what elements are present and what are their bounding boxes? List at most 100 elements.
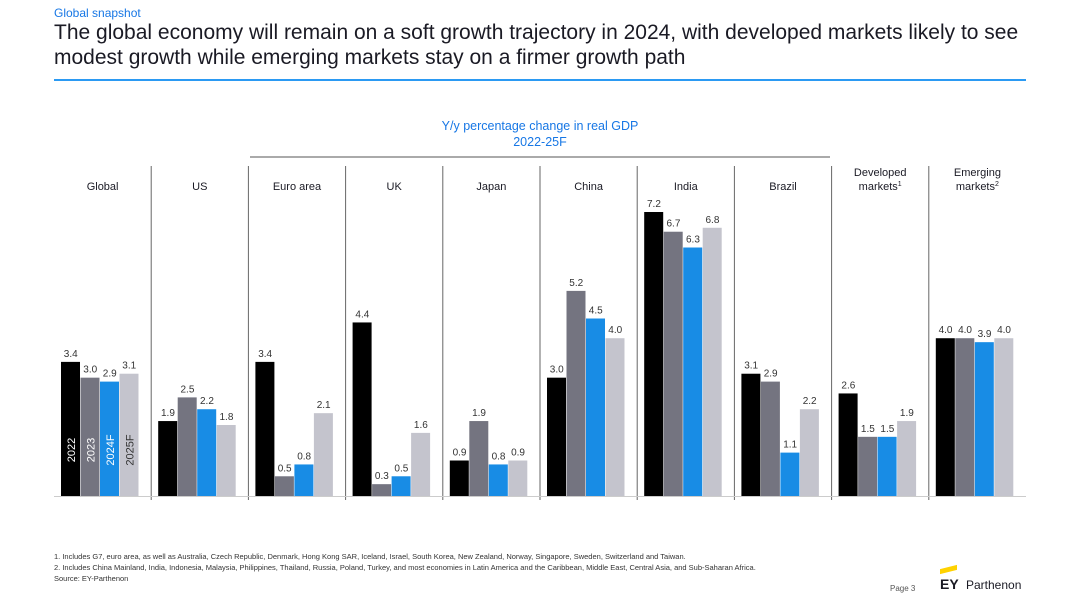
footnote-marker: 2: [995, 181, 999, 188]
bar: [994, 338, 1014, 496]
data-label: 0.8: [492, 451, 506, 462]
footnote-2: 2. Includes China Mainland, India, Indon…: [54, 563, 756, 572]
bar: [547, 377, 566, 496]
bar: [566, 290, 586, 496]
data-label: 3.0: [550, 365, 564, 376]
data-label: 6.3: [686, 235, 700, 246]
data-label: 1.6: [414, 420, 428, 431]
footnote-marker: 1: [898, 181, 902, 188]
group-label: Global: [87, 181, 119, 193]
data-label: 3.9: [978, 329, 992, 340]
group-label: Japan: [476, 181, 506, 193]
data-label: 2.2: [200, 396, 214, 407]
bar: [858, 436, 878, 496]
bar: [605, 338, 625, 496]
bar: [197, 409, 217, 496]
bar: [80, 377, 100, 496]
bar: [935, 338, 955, 496]
data-label: 1.5: [861, 424, 875, 435]
bar: [780, 452, 800, 496]
data-label: 1.1: [783, 440, 797, 451]
group-label: Developed: [854, 167, 907, 179]
bar: [255, 361, 275, 496]
footnote-1: 1. Includes G7, euro area, as well as Au…: [54, 552, 686, 561]
chart-subtitle: 2022-25F: [513, 135, 567, 149]
bar: [508, 460, 528, 496]
bar: [274, 476, 294, 496]
data-label: 2.9: [103, 369, 117, 380]
chart-title: Y/y percentage change in real GDP: [442, 119, 639, 133]
data-label: 0.8: [297, 451, 311, 462]
bar: [877, 436, 897, 496]
bar: [683, 247, 703, 496]
ey-logo-mark-icon: [940, 564, 957, 575]
series-label: 2024F: [105, 434, 117, 465]
bar: [955, 338, 975, 496]
group-label: China: [574, 181, 604, 193]
group-label: Emerging: [954, 167, 1001, 179]
data-label: 0.5: [278, 463, 292, 474]
bar: [469, 421, 489, 496]
bar: [974, 342, 994, 496]
data-label: 6.7: [666, 219, 680, 230]
group-label: US: [192, 181, 207, 193]
data-label: 2.1: [317, 400, 331, 411]
data-label: 4.4: [355, 309, 369, 320]
data-label: 3.1: [744, 361, 758, 372]
series-label: 2025F: [124, 434, 136, 465]
group-label: markets1: [859, 181, 902, 193]
data-label: 7.2: [647, 199, 661, 210]
bar: [663, 231, 683, 496]
page-title: The global economy will remain on a soft…: [54, 21, 1019, 69]
page-number: Page 3: [890, 584, 916, 593]
footnotes: 1. Includes G7, euro area, as well as Au…: [54, 551, 756, 584]
data-label: 0.5: [394, 463, 408, 474]
bar: [119, 373, 139, 496]
data-label: 0.9: [511, 448, 525, 459]
data-label: 0.3: [375, 471, 389, 482]
data-label: 3.0: [83, 365, 97, 376]
bar: [741, 373, 761, 496]
group-label: India: [674, 181, 699, 193]
data-label: 2.5: [180, 384, 194, 395]
bar: [644, 212, 664, 496]
data-label: 4.0: [608, 325, 622, 336]
data-label: 0.9: [453, 448, 467, 459]
bar: [313, 413, 333, 496]
data-label: 4.0: [958, 325, 972, 336]
group-label: Brazil: [769, 181, 797, 193]
series-label: 2023: [85, 438, 97, 462]
data-label: 6.8: [705, 215, 719, 226]
bar: [352, 322, 372, 496]
bar: [411, 432, 431, 496]
data-label: 4.0: [939, 325, 953, 336]
bar: [100, 381, 119, 496]
group-label: markets2: [956, 181, 999, 193]
data-label: 2.2: [803, 396, 817, 407]
data-label: 1.9: [472, 408, 486, 419]
bar: [294, 464, 314, 496]
bar: [586, 318, 605, 496]
data-label: 2.9: [764, 369, 778, 380]
bar: [158, 421, 178, 496]
data-label: 1.9: [900, 408, 914, 419]
title-divider: [54, 79, 1026, 81]
bar: [449, 460, 469, 496]
group-label: UK: [387, 181, 403, 193]
group-label: Euro area: [273, 181, 322, 193]
data-label: 5.2: [569, 278, 583, 289]
data-label: 1.8: [219, 412, 233, 423]
bar: [61, 361, 80, 496]
bar: [391, 476, 411, 496]
logo-ey-text: EY: [940, 576, 959, 592]
bar: [838, 393, 858, 496]
logo-parthenon-text: Parthenon: [966, 578, 1022, 592]
data-label: 3.4: [258, 349, 272, 360]
data-label: 3.4: [64, 349, 78, 360]
bar: [760, 381, 780, 496]
series-label: 2022: [66, 438, 78, 462]
bar: [372, 484, 392, 496]
data-label: 1.5: [880, 424, 894, 435]
data-label: 4.5: [589, 306, 603, 317]
data-label: 4.0: [997, 325, 1011, 336]
